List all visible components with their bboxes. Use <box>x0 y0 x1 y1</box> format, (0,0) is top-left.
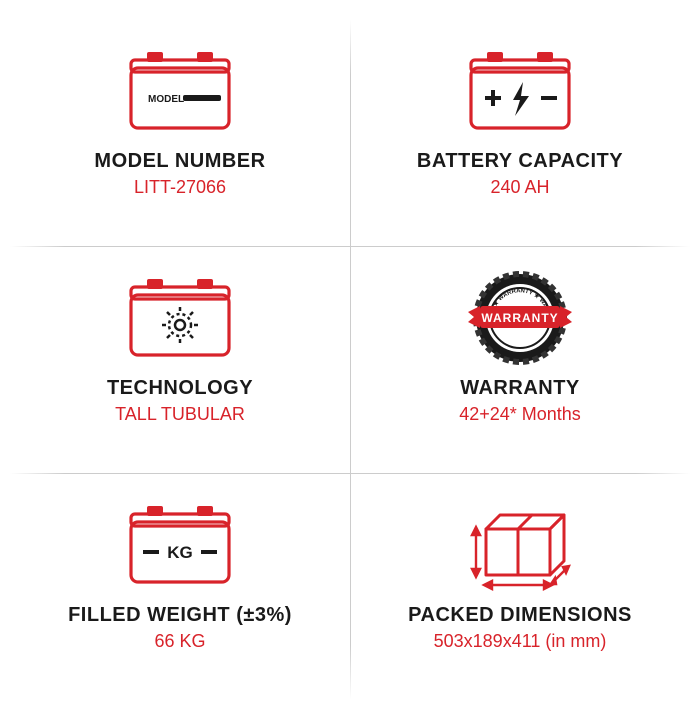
spec-warranty: ★ WARRANTY ★ WARRANTY ★ WARRANTY WARRANT… <box>350 237 690 464</box>
battery-capacity-icon <box>465 48 575 138</box>
spec-title: MODEL NUMBER <box>94 150 265 173</box>
spec-title: BATTERY CAPACITY <box>417 150 623 173</box>
battery-tech-icon <box>125 275 235 365</box>
spec-title: FILLED WEIGHT (±3%) <box>68 604 292 627</box>
battery-weight-icon: KG <box>125 502 235 592</box>
spec-battery-capacity: BATTERY CAPACITY 240 AH <box>350 10 690 237</box>
spec-value: 503x189x411 (in mm) <box>434 631 607 652</box>
divider-horizontal <box>10 246 690 247</box>
warranty-badge-icon: ★ WARRANTY ★ WARRANTY ★ WARRANTY <box>465 275 575 365</box>
svg-text:KG: KG <box>167 543 193 562</box>
spec-packed-dimensions: PACKED DIMENSIONS 503x189x411 (in mm) <box>350 463 690 690</box>
spec-value: 240 AH <box>490 177 549 198</box>
package-box-icon <box>460 502 580 592</box>
svg-text:MODEL: MODEL <box>148 94 184 105</box>
spec-model-number: MODEL MODEL NUMBER LITT-27066 <box>10 10 350 237</box>
spec-title: TECHNOLOGY <box>107 377 253 400</box>
spec-value: 42+24* Months <box>459 404 581 425</box>
spec-title: PACKED DIMENSIONS <box>408 604 632 627</box>
spec-value: LITT-27066 <box>134 177 226 198</box>
divider-vertical <box>350 20 351 700</box>
divider-horizontal <box>10 473 690 474</box>
spec-title: WARRANTY <box>460 377 580 400</box>
spec-value: 66 KG <box>154 631 205 652</box>
spec-technology: TECHNOLOGY TALL TUBULAR <box>10 237 350 464</box>
spec-filled-weight: KG FILLED WEIGHT (±3%) 66 KG <box>10 463 350 690</box>
battery-model-icon: MODEL <box>125 48 235 138</box>
spec-value: TALL TUBULAR <box>115 404 245 425</box>
svg-text:WARRANTY: WARRANTY <box>481 311 558 325</box>
